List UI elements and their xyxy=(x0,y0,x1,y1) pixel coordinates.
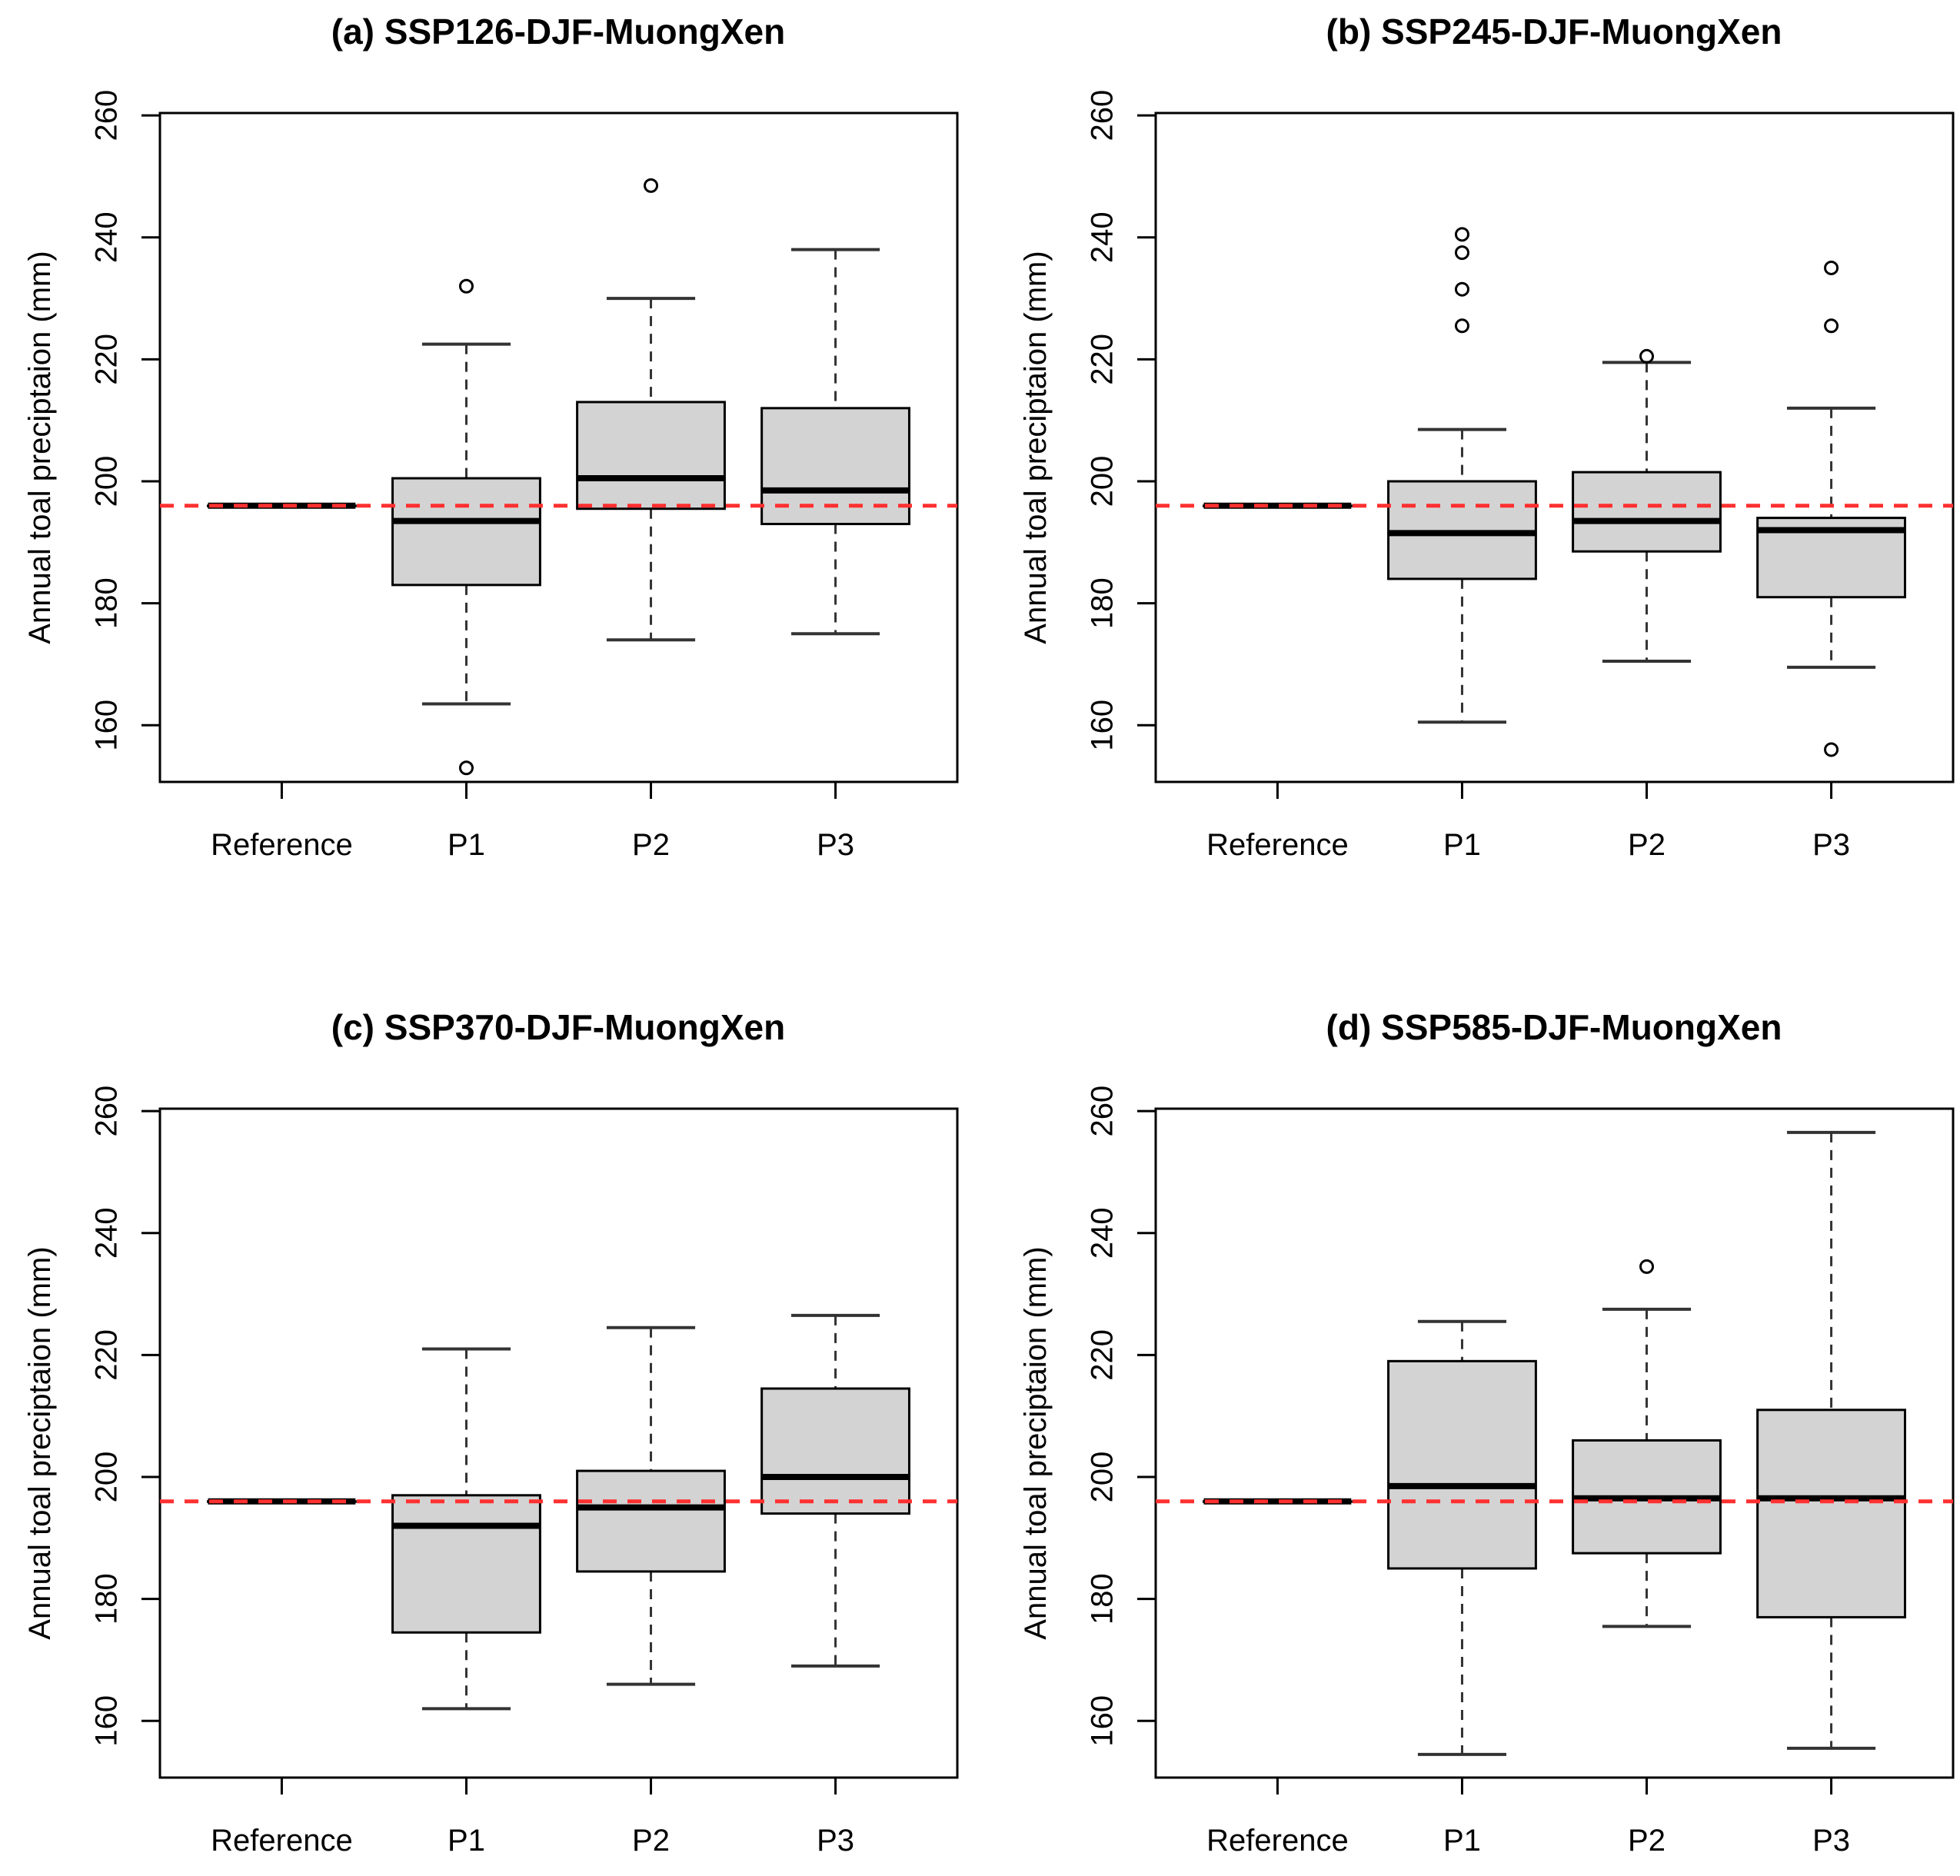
x-category-label: Reference xyxy=(1206,828,1349,862)
outlier-point xyxy=(1454,227,1469,242)
y-tick-label: 180 xyxy=(90,577,124,629)
y-tick-label: 220 xyxy=(90,334,124,385)
plot-area xyxy=(1154,111,1955,783)
box-reference: Reference xyxy=(1203,502,1353,862)
panel-a-boxplot: 160 180 200 220 240 260 Reference P1 P2 P3 xyxy=(90,90,959,862)
x-category-label: Reference xyxy=(1206,1824,1349,1858)
box-reference: Reference xyxy=(207,1498,357,1858)
y-tick-label: 200 xyxy=(90,456,124,507)
x-category-label: P1 xyxy=(1443,828,1481,862)
y-tick-label: 220 xyxy=(90,1329,124,1381)
outlier-point xyxy=(1824,260,1839,275)
y-tick-label: 240 xyxy=(90,211,124,263)
panel-c-boxplot: 160 180 200 220 240 260 Reference P1 P2 P3 xyxy=(90,1086,959,1858)
panel-b-boxplot: 160 180 200 220 240 260 Reference P1 P2 P3 xyxy=(1086,90,1955,862)
outlier-point xyxy=(1639,1259,1655,1274)
box-p1: P1 xyxy=(1387,227,1537,862)
y-tick-label: 260 xyxy=(90,1086,124,1137)
x-category-label: P1 xyxy=(1443,1824,1481,1858)
iqr-box xyxy=(1572,471,1722,553)
panel-title-d: (d) SSP585-DJF-MuongXen xyxy=(1326,1007,1782,1047)
x-category-label: P3 xyxy=(1812,828,1850,862)
box-p2: P2 xyxy=(1572,348,1722,862)
y-tick-label: 260 xyxy=(90,90,124,141)
iqr-box xyxy=(1387,1359,1537,1570)
x-category-label: P3 xyxy=(817,828,854,862)
iqr-box xyxy=(576,401,726,511)
box-reference: Reference xyxy=(207,502,357,862)
panel-title-a: (a) SSP126-DJF-MuongXen xyxy=(331,12,786,52)
box-p1: P1 xyxy=(1387,1319,1537,1858)
y-tick-label: 240 xyxy=(1086,211,1120,263)
x-category-label: P2 xyxy=(632,1824,670,1858)
panel-d-boxplot: 160 180 200 220 240 260 Reference P1 P2 P3 xyxy=(1086,1086,1955,1858)
y-axis-label-a: Annual toal preciptaion (mm) xyxy=(23,251,57,644)
outlier-point xyxy=(1454,245,1469,261)
panel-title-b: (b) SSP245-DJF-MuongXen xyxy=(1326,12,1782,52)
outlier-point xyxy=(458,278,474,294)
box-p3: P3 xyxy=(1756,1130,1906,1858)
iqr-box xyxy=(760,1387,910,1515)
y-tick-label: 180 xyxy=(1086,577,1120,629)
box-p3: P3 xyxy=(1756,260,1906,862)
iqr-box xyxy=(391,1494,541,1634)
box-p1: P1 xyxy=(391,1347,541,1858)
y-tick-label: 160 xyxy=(90,700,124,751)
outlier-point xyxy=(644,178,659,193)
x-category-label: P2 xyxy=(1628,828,1666,862)
outlier-point xyxy=(1824,318,1839,334)
x-category-label: Reference xyxy=(211,1824,353,1858)
y-tick-label: 220 xyxy=(1086,1329,1120,1381)
panel-title-c: (c) SSP370-DJF-MuongXen xyxy=(331,1007,786,1047)
iqr-box xyxy=(1756,1409,1906,1618)
box-p3: P3 xyxy=(760,1313,910,1858)
x-category-label: P2 xyxy=(1628,1824,1666,1858)
y-axis-label-b: Annual toal preciptaion (mm) xyxy=(1019,251,1053,644)
y-axis-label-d: Annual toal preciptaion (mm) xyxy=(1019,1246,1053,1640)
x-category-label: P3 xyxy=(1812,1824,1850,1858)
x-category-label: P1 xyxy=(448,1824,485,1858)
y-tick-label: 180 xyxy=(1086,1573,1120,1625)
y-tick-label: 160 xyxy=(1086,1695,1120,1747)
y-tick-label: 160 xyxy=(1086,700,1120,751)
outlier-point xyxy=(1454,281,1469,297)
y-tick-label: 180 xyxy=(90,1573,124,1625)
iqr-box xyxy=(576,1469,726,1573)
y-tick-label: 160 xyxy=(90,1695,124,1747)
iqr-box xyxy=(391,477,541,587)
outlier-point xyxy=(1639,348,1655,364)
x-category-label: P3 xyxy=(817,1824,854,1858)
outlier-point xyxy=(1824,742,1839,757)
box-p1: P1 xyxy=(391,278,541,862)
y-tick-label: 200 xyxy=(1086,1452,1120,1503)
y-tick-label: 200 xyxy=(90,1452,124,1503)
x-category-label: P1 xyxy=(448,828,485,862)
y-tick-label: 200 xyxy=(1086,456,1120,507)
box-p2: P2 xyxy=(1572,1259,1722,1858)
outlier-point xyxy=(1454,318,1469,334)
x-category-label: Reference xyxy=(211,828,353,862)
y-axis-label-c: Annual toal preciptaion (mm) xyxy=(23,1246,57,1640)
y-tick-label: 260 xyxy=(1086,1086,1120,1137)
y-tick-label: 240 xyxy=(1086,1207,1120,1259)
outlier-point xyxy=(458,760,474,776)
y-tick-label: 240 xyxy=(90,1207,124,1259)
y-tick-label: 220 xyxy=(1086,334,1120,385)
box-p2: P2 xyxy=(576,1326,726,1858)
x-category-label: P2 xyxy=(632,828,670,862)
y-tick-label: 260 xyxy=(1086,90,1120,141)
box-reference: Reference xyxy=(1203,1498,1353,1858)
box-p2: P2 xyxy=(576,178,726,862)
